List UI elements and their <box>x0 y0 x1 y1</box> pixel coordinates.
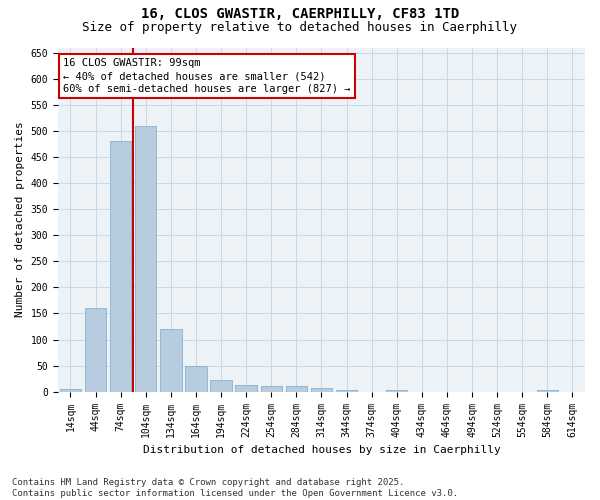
Text: 16, CLOS GWASTIR, CAERPHILLY, CF83 1TD: 16, CLOS GWASTIR, CAERPHILLY, CF83 1TD <box>141 8 459 22</box>
Bar <box>386 390 407 392</box>
Bar <box>260 386 282 392</box>
Bar <box>160 329 182 392</box>
Bar <box>536 390 558 392</box>
Bar <box>286 386 307 392</box>
Bar <box>85 308 106 392</box>
Y-axis label: Number of detached properties: Number of detached properties <box>15 122 25 318</box>
Bar <box>110 142 131 392</box>
Bar <box>336 390 357 392</box>
Bar <box>211 380 232 392</box>
Text: 16 CLOS GWASTIR: 99sqm
← 40% of detached houses are smaller (542)
60% of semi-de: 16 CLOS GWASTIR: 99sqm ← 40% of detached… <box>63 58 350 94</box>
Bar <box>60 389 81 392</box>
Text: Contains HM Land Registry data © Crown copyright and database right 2025.
Contai: Contains HM Land Registry data © Crown c… <box>12 478 458 498</box>
X-axis label: Distribution of detached houses by size in Caerphilly: Distribution of detached houses by size … <box>143 445 500 455</box>
Bar <box>185 366 206 392</box>
Bar <box>135 126 157 392</box>
Bar <box>235 386 257 392</box>
Bar <box>311 388 332 392</box>
Text: Size of property relative to detached houses in Caerphilly: Size of property relative to detached ho… <box>83 21 517 34</box>
